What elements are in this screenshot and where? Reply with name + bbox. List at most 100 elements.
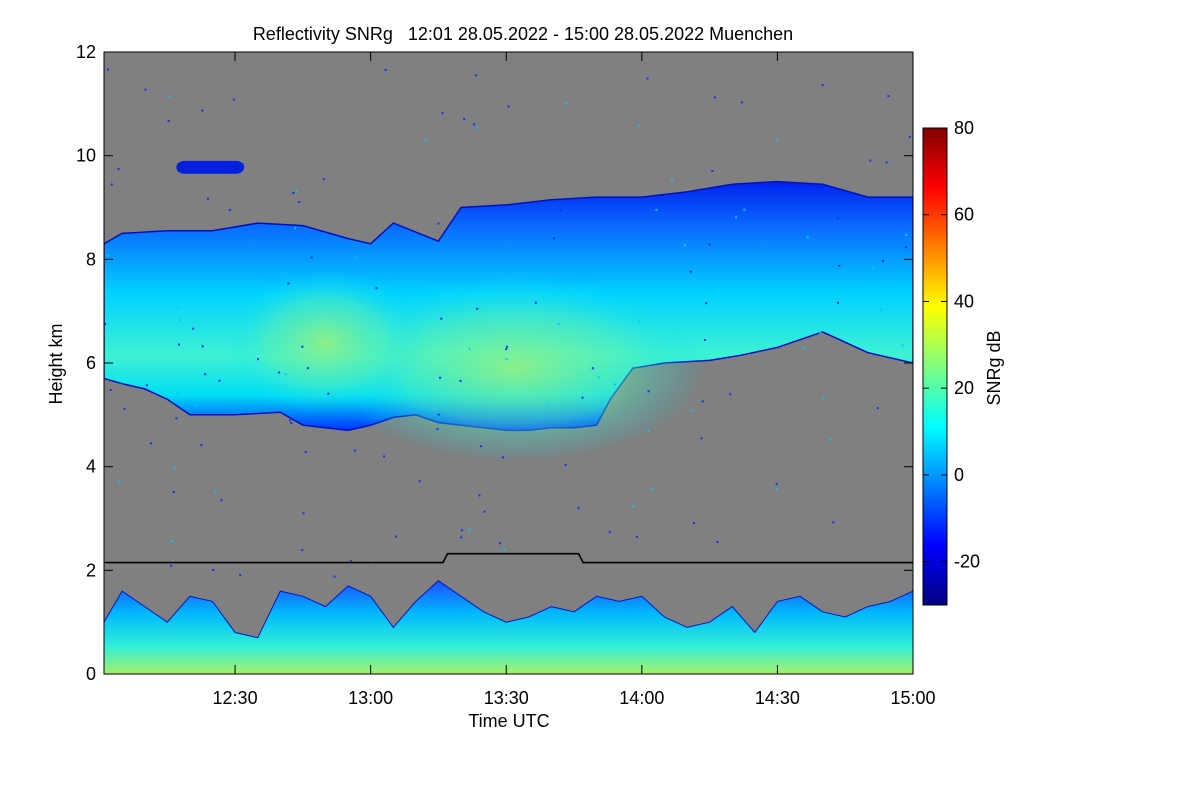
noise-speckle [117, 168, 120, 170]
noise-speckle [424, 139, 427, 142]
noise-speckle [534, 301, 537, 304]
noise-speckle [690, 409, 693, 412]
noise-speckle [170, 564, 173, 567]
colorbar-tick-label: 60 [954, 205, 974, 225]
noise-speckle [885, 161, 888, 164]
x-tick-label: 15:00 [890, 688, 935, 708]
noise-speckle [802, 346, 805, 349]
noise-speckle [473, 123, 476, 126]
noise-speckle [876, 407, 879, 410]
noise-speckle [635, 535, 638, 538]
noise-speckle [241, 162, 244, 165]
noise-speckle [507, 105, 510, 108]
noise-speckle [647, 430, 650, 432]
noise-speckle [505, 358, 508, 361]
y-tick-label: 12 [76, 42, 96, 62]
noise-speckle [871, 266, 874, 269]
noise-speckle [145, 384, 148, 387]
noise-speckle [322, 178, 325, 181]
noise-speckle [821, 84, 824, 87]
noise-speckle [306, 367, 309, 370]
noise-speckle [436, 428, 439, 431]
noise-speckle [310, 256, 313, 259]
noise-speckle [144, 88, 147, 91]
y-tick-label: 10 [76, 146, 96, 166]
noise-speckle [104, 323, 107, 325]
noise-speckle [775, 488, 778, 491]
noise-speckle [212, 568, 215, 571]
noise-speckle [168, 95, 171, 98]
x-tick-label: 12:30 [213, 688, 258, 708]
noise-speckle [693, 522, 695, 524]
y-axis-ticks: 0 2 4 6 8 10 12 [76, 42, 913, 684]
colorbar-tick-label: 0 [954, 465, 964, 485]
noise-speckle [298, 201, 301, 204]
noise-speckle [564, 463, 567, 466]
noise-speckle [327, 392, 330, 395]
noise-speckle [908, 135, 911, 138]
noise-speckle [708, 243, 711, 246]
noise-speckle [711, 170, 714, 172]
noise-speckle [394, 535, 397, 538]
noise-speckle [123, 407, 126, 410]
noise-speckle [705, 302, 708, 305]
noise-speckle [149, 442, 152, 445]
noise-speckle [638, 124, 641, 127]
noise-speckle [530, 412, 533, 415]
noise-speckle [740, 101, 743, 104]
noise-speckle [506, 345, 508, 348]
noise-speckle [172, 491, 175, 493]
noise-speckle [284, 373, 287, 376]
noise-speckle [905, 234, 908, 236]
noise-speckle [220, 499, 223, 502]
noise-speckle [437, 413, 440, 416]
noise-speckle [460, 536, 463, 539]
noise-speckle [354, 256, 357, 259]
noise-speckle [127, 297, 130, 300]
noise-speckle [474, 74, 477, 77]
noise-speckle [287, 282, 290, 285]
x-axis-label: Time UTC [468, 711, 549, 731]
noise-speckle [684, 244, 686, 247]
y-tick-label: 2 [86, 560, 96, 580]
noise-speckle [483, 510, 486, 513]
noise-speckle [671, 178, 673, 181]
noise-speckle [278, 371, 281, 374]
noise-speckle [384, 68, 387, 71]
noise-speckle [646, 77, 649, 80]
noise-speckle [565, 101, 568, 104]
noise-speckle [294, 227, 297, 230]
noise-speckle [468, 347, 471, 350]
noise-speckle [591, 367, 594, 370]
noise-speckle [647, 390, 650, 393]
y-tick-label: 4 [86, 457, 96, 477]
noise-speckle [478, 494, 481, 497]
isolated-cloud-patch [176, 160, 245, 174]
noise-speckle [200, 444, 203, 447]
noise-speckle [651, 488, 654, 491]
noise-speckle [557, 323, 560, 325]
colorbar-tick-label: 40 [954, 291, 974, 311]
noise-speckle [302, 512, 305, 515]
noise-speckle [480, 445, 483, 448]
noise-speckle [375, 287, 378, 290]
noise-speckle [195, 405, 198, 408]
noise-speckle [333, 575, 336, 578]
noise-speckle [110, 183, 113, 186]
noise-speckle [502, 456, 505, 459]
noise-speckle [819, 331, 822, 334]
noise-speckle [887, 95, 890, 98]
chart-title: Reflectivity SNRg 12:01 28.05.2022 - 15:… [253, 24, 793, 44]
noise-speckle [806, 236, 809, 239]
noise-speckle [353, 449, 356, 452]
noise-speckle [460, 529, 463, 532]
noise-speckle [218, 379, 221, 382]
noise-speckle [107, 254, 109, 257]
noise-speckle [716, 541, 719, 543]
noise-speckle [505, 348, 508, 351]
x-tick-label: 13:00 [348, 688, 393, 708]
noise-speckle [700, 437, 703, 440]
x-tick-label: 14:30 [755, 688, 800, 708]
noise-speckle [232, 98, 235, 101]
